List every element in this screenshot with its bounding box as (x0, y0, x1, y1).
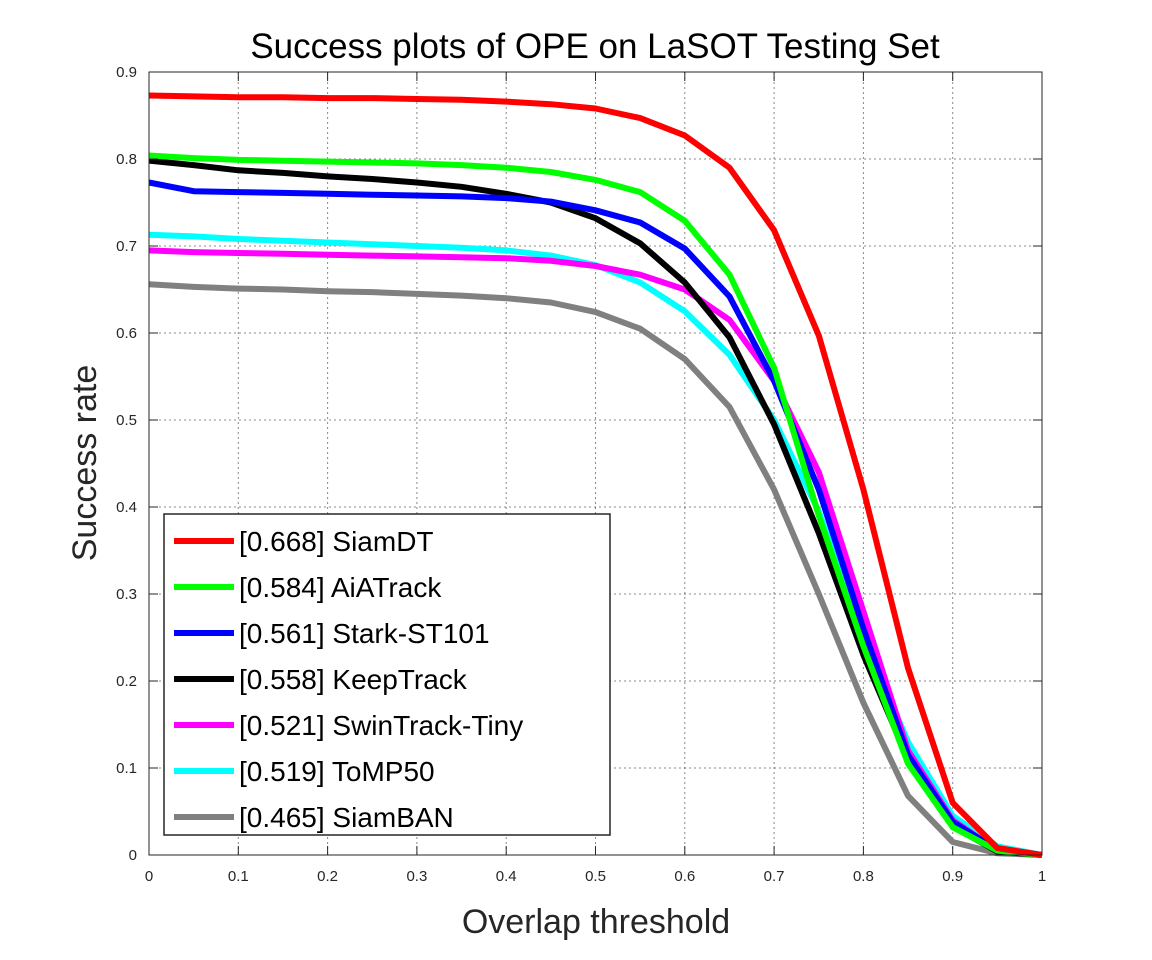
y-tick-label: 0.5 (116, 412, 137, 429)
x-tick-label: 0.3 (406, 868, 427, 885)
x-tick-label: 0 (145, 868, 153, 885)
x-tick-label: 1 (1038, 868, 1046, 885)
y-tick-labels: 0 0.1 0.2 0.3 0.4 0.5 0.6 0.7 0.8 0.9 (116, 64, 137, 864)
series-lines (148, 92, 1043, 858)
series-line (148, 179, 1043, 858)
x-tick-label: 0.6 (674, 868, 695, 885)
series-line (148, 152, 1043, 858)
legend-box (163, 513, 611, 836)
x-tick-label: 0.9 (942, 868, 963, 885)
x-axis-label: Overlap threshold (462, 903, 730, 941)
series-line (148, 92, 1043, 858)
y-tick-label: 0.2 (116, 673, 137, 690)
y-axis-label: Success rate (66, 365, 104, 562)
chart-title: Success plots of OPE on LaSOT Testing Se… (250, 27, 940, 66)
y-tick-label: 0.1 (116, 760, 137, 777)
x-tick-label: 0.5 (585, 868, 606, 885)
y-tick-label: 0.4 (116, 499, 137, 516)
y-tick-label: 0.3 (116, 586, 137, 603)
x-tick-label: 0.4 (496, 868, 517, 885)
x-tick-label: 0.7 (764, 868, 785, 885)
y-tick-label: 0.9 (116, 64, 137, 81)
x-tick-label: 0.8 (853, 868, 874, 885)
y-tick-label: 0 (129, 847, 137, 864)
legend-entry-label: [0.584] AiATrack (239, 572, 442, 603)
legend-entry-label: [0.558] KeepTrack (239, 664, 468, 695)
legend-entry-label: [0.668] SiamDT (239, 526, 434, 557)
legend-entry-label: [0.465] SiamBAN (239, 802, 454, 833)
x-tick-label: 0.1 (228, 868, 249, 885)
x-tick-label: 0.2 (317, 868, 338, 885)
legend-entry-label: [0.561] Stark-ST101 (239, 618, 490, 649)
x-tick-labels: 0 0.1 0.2 0.3 0.4 0.5 0.6 0.7 0.8 0.9 1 (145, 868, 1046, 885)
y-tick-label: 0.6 (116, 325, 137, 342)
legend: [0.668] SiamDT [0.584] AiATrack [0.561] St… (163, 513, 611, 836)
axis-ticks (148, 71, 1043, 856)
series-line (148, 281, 1043, 858)
legend-entry-label: [0.519] ToMP50 (239, 756, 435, 787)
y-tick-label: 0.8 (116, 151, 137, 168)
legend-entry-label: [0.521] SwinTrack-Tiny (239, 710, 523, 741)
y-tick-label: 0.7 (116, 238, 137, 255)
